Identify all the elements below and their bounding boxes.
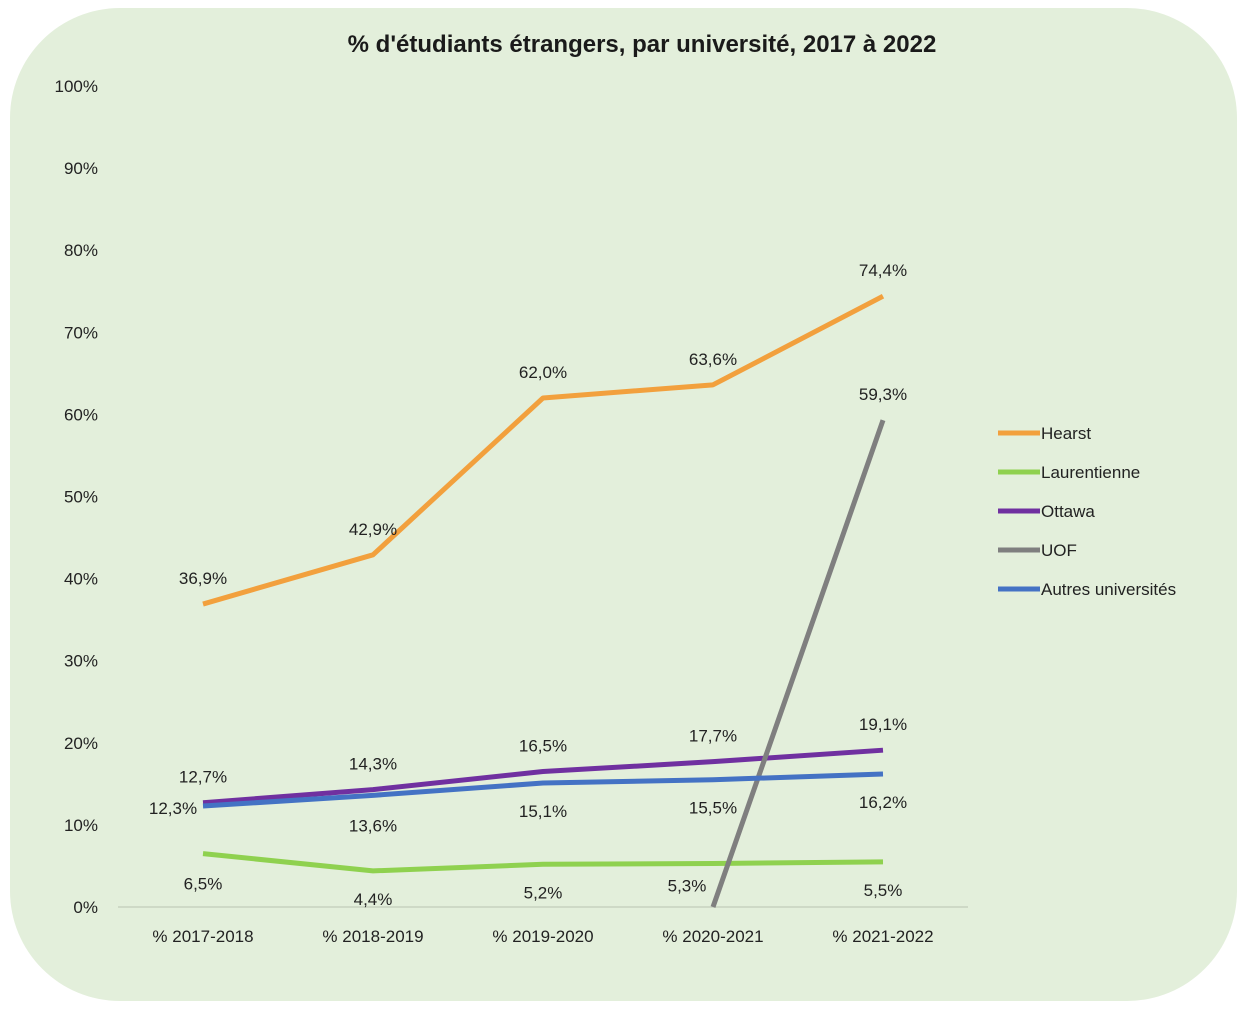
legend-entry: Laurentienne (1041, 463, 1140, 482)
x-tick-label: % 2017-2018 (152, 927, 253, 946)
chart-area: % d'étudiants étrangers, par université,… (10, 8, 1237, 1001)
data-label: 15,1% (519, 802, 567, 821)
series-line-autres-universit-s (202, 771, 884, 809)
y-tick-label: 70% (64, 323, 98, 342)
series-line-hearst (202, 293, 885, 607)
series-line-laurentienne (202, 851, 884, 874)
data-label: 5,3% (668, 876, 707, 895)
x-axis: % 2017-2018 % 2018-2019 % 2019-2020 % 2020-… (118, 906, 968, 946)
y-tick-label: 50% (64, 488, 98, 507)
x-tick-label: % 2019-2020 (492, 927, 593, 946)
y-tick-label: 30% (64, 652, 98, 671)
x-tick-label: % 2018-2019 (322, 927, 423, 946)
y-axis: 0% 10% 20% 30% 40% 50% 60% 70% 80% 90% 100% (55, 77, 98, 917)
x-tick-label: % 2021-2022 (832, 927, 933, 946)
data-label: 5,5% (864, 881, 903, 900)
legend-entry: Ottawa (1041, 502, 1095, 521)
data-label: 63,6% (689, 350, 737, 369)
x-tick-label: % 2020-2021 (662, 927, 763, 946)
y-tick-label: 40% (64, 570, 98, 589)
data-label: 16,2% (859, 793, 907, 812)
y-tick-label: 20% (64, 734, 98, 753)
data-label: 14,3% (349, 755, 397, 774)
line-chart: % d'étudiants étrangers, par université,… (55, 31, 1177, 946)
data-label: 4,4% (354, 890, 393, 909)
y-tick-label: 80% (64, 241, 98, 260)
data-label: 19,1% (859, 715, 907, 734)
data-label: 6,5% (184, 875, 223, 894)
data-label: 5,2% (524, 883, 563, 902)
y-tick-label: 10% (64, 816, 98, 835)
data-label: 12,3% (149, 799, 197, 818)
data-labels: 36,9% 42,9% 62,0% 63,6% 74,4% 6,5% 4,4% 5,2% 5,3… (149, 261, 907, 909)
data-label: 15,5% (689, 799, 737, 818)
data-label: 17,7% (689, 727, 737, 746)
y-tick-label: 60% (64, 405, 98, 424)
legend-entry: Hearst (1041, 424, 1091, 443)
chart-title: % d'étudiants étrangers, par université,… (348, 31, 937, 58)
series-lines (202, 293, 886, 908)
data-label: 16,5% (519, 737, 567, 756)
data-label: 74,4% (859, 261, 907, 280)
data-label: 13,6% (349, 816, 397, 835)
y-tick-label: 100% (55, 77, 98, 96)
data-label: 12,7% (179, 768, 227, 787)
legend-entry: UOF (1041, 541, 1077, 560)
series-line-ottawa (202, 747, 884, 806)
data-label: 36,9% (179, 569, 227, 588)
data-label: 42,9% (349, 520, 397, 539)
legend-entry: Autres universités (1041, 580, 1176, 599)
legend: Hearst Laurentienne Ottawa UOF Autres univer… (998, 424, 1176, 599)
y-tick-label: 0% (73, 898, 98, 917)
data-label: 62,0% (519, 363, 567, 382)
y-tick-label: 90% (64, 159, 98, 178)
data-label: 59,3% (859, 385, 907, 404)
series-line-uof (710, 419, 886, 908)
